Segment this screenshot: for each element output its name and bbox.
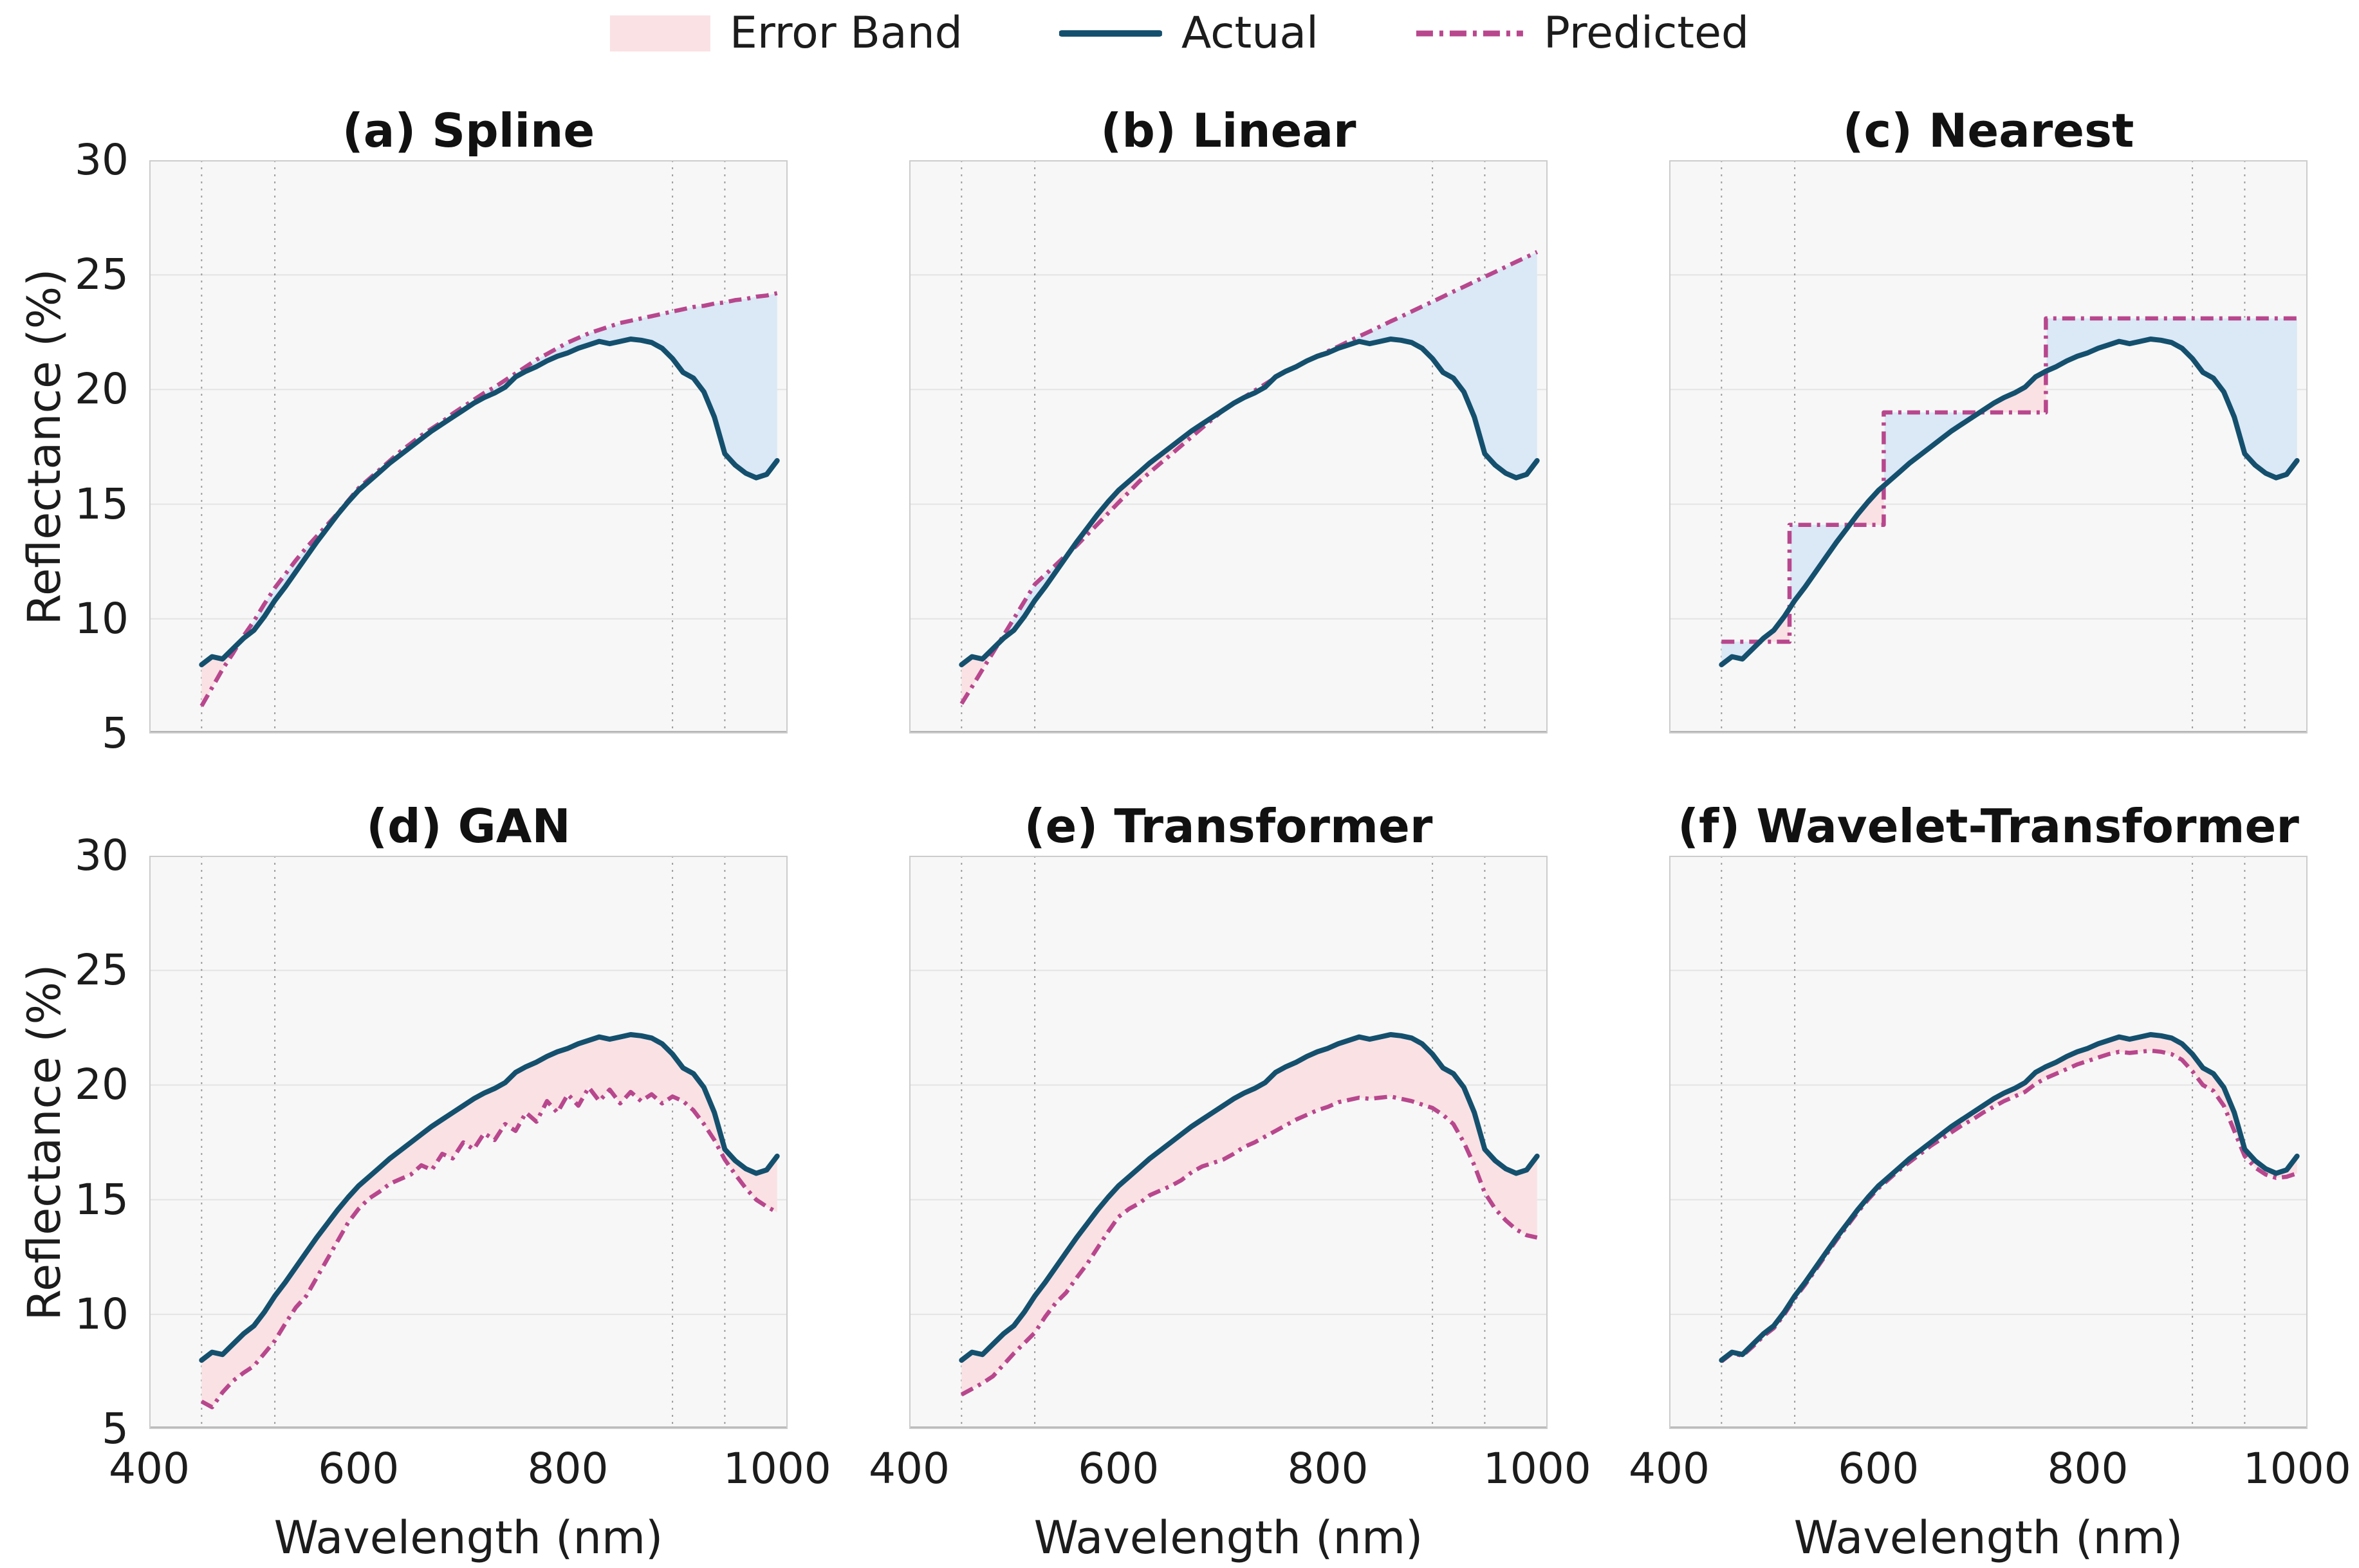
- subplot-title-transformer: (e) Transformer: [1024, 799, 1433, 853]
- x-tick-label: 1000: [2243, 1444, 2351, 1493]
- x-tick-label: 1000: [723, 1444, 831, 1493]
- y-tick-label: 15: [75, 479, 129, 529]
- y-axis-label-bottom-row: Reflectance (%): [18, 964, 71, 1321]
- subplot-title-linear: (b) Linear: [1100, 104, 1356, 158]
- x-tick-label: 1000: [1483, 1444, 1591, 1493]
- x-axis-label-col3: Wavelength (nm): [1793, 1511, 2183, 1564]
- subplot-title-spline: (a) Spline: [342, 104, 595, 158]
- legend-item-actual: Actual: [1059, 10, 1318, 57]
- y-tick-label: 25: [75, 945, 129, 995]
- gan-plot-area: [149, 856, 788, 1429]
- x-axis-label-col2: Wavelength (nm): [1033, 1511, 1423, 1564]
- legend-label-predicted: Predicted: [1543, 8, 1750, 59]
- x-tick-label: 800: [527, 1444, 609, 1493]
- y-tick-label: 30: [75, 831, 129, 880]
- x-tick-label: 600: [318, 1444, 400, 1493]
- y-axis-label-top-row: Reflectance (%): [18, 268, 71, 625]
- x-tick-label: 400: [869, 1444, 950, 1493]
- predicted-dashdot-line-icon: [1416, 30, 1523, 37]
- x-tick-label: 800: [2047, 1444, 2129, 1493]
- x-tick-label: 600: [1078, 1444, 1160, 1493]
- subplot-wavelet: (f) Wavelet-Transformer: [1669, 799, 2308, 1429]
- spline-plot-area: [149, 160, 788, 733]
- subplot-transformer: (e) Transformer: [909, 799, 1548, 1429]
- subplot-title-nearest: (c) Nearest: [1842, 104, 2134, 158]
- y-tick-label: 10: [75, 1289, 129, 1339]
- transformer-plot-area: [909, 856, 1548, 1429]
- x-tick-label: 800: [1287, 1444, 1369, 1493]
- y-tick-label: 30: [75, 135, 129, 185]
- legend-label-actual: Actual: [1181, 8, 1318, 59]
- y-tick-label: 20: [75, 1060, 129, 1110]
- y-tick-label: 25: [75, 250, 129, 300]
- nearest-plot-area: [1669, 160, 2308, 733]
- subplot-gan: (d) GAN: [149, 799, 788, 1429]
- y-tick-label: 5: [102, 708, 129, 758]
- subplot-title-wavelet: (f) Wavelet-Transformer: [1678, 799, 2299, 853]
- legend-item-error-band: Error Band: [609, 8, 963, 59]
- subplot-title-gan: (d) GAN: [366, 799, 571, 853]
- y-tick-label: 10: [75, 593, 129, 643]
- y-tick-label: 20: [75, 364, 129, 414]
- x-axis-label-col1: Wavelength (nm): [273, 1511, 663, 1564]
- legend-item-predicted: Predicted: [1415, 10, 1749, 57]
- x-tick-label: 400: [109, 1444, 190, 1493]
- subplot-spline: (a) Spline: [149, 104, 788, 733]
- legend-label-error-band: Error Band: [729, 8, 963, 59]
- legend: Error Band Actual Predicted: [609, 8, 1749, 59]
- subplot-linear: (b) Linear: [909, 104, 1548, 733]
- y-tick-label: 15: [75, 1174, 129, 1224]
- x-tick-label: 400: [1629, 1444, 1710, 1493]
- y-tick-label: 5: [102, 1404, 129, 1453]
- wavelet-plot-area: [1669, 856, 2308, 1429]
- error-band-swatch-icon: [609, 15, 710, 51]
- actual-line-icon: [1059, 30, 1162, 37]
- linear-plot-area: [909, 160, 1548, 733]
- x-tick-label: 600: [1838, 1444, 1920, 1493]
- subplot-nearest: (c) Nearest: [1669, 104, 2308, 733]
